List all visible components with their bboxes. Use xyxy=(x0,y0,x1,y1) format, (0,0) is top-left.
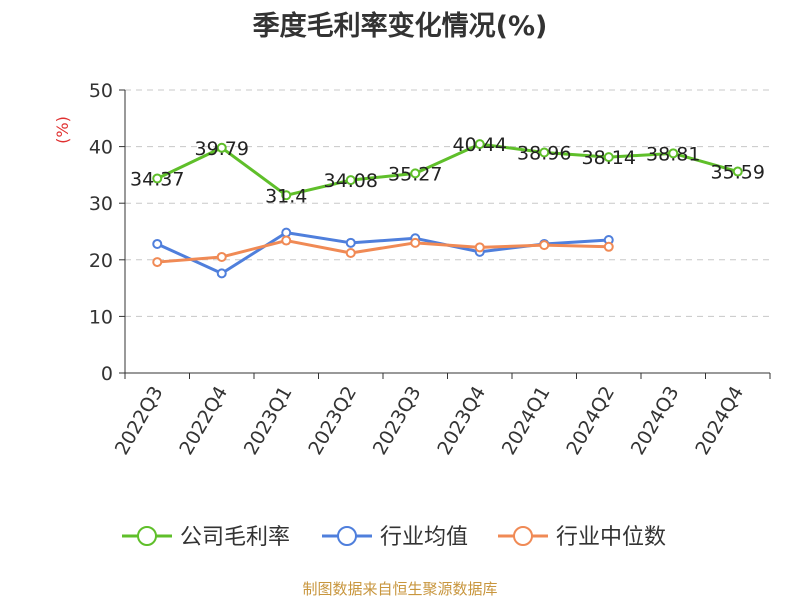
series-point xyxy=(152,238,163,249)
y-tick-label: 20 xyxy=(89,250,113,272)
legend-swatch-marker xyxy=(513,526,533,546)
series-point xyxy=(603,241,614,252)
series-point xyxy=(216,142,227,153)
series-point xyxy=(410,168,421,179)
data-label: 35.27 xyxy=(388,163,442,185)
series-point xyxy=(539,147,550,158)
series-point xyxy=(732,166,743,177)
x-tick-label: 2024Q2 xyxy=(562,383,619,459)
series-point xyxy=(281,227,292,238)
data-label: 34.08 xyxy=(324,170,378,192)
y-tick-label: 30 xyxy=(89,193,113,215)
data-label: 38.96 xyxy=(517,142,571,164)
series-point xyxy=(474,242,485,253)
legend-label: 公司毛利率 xyxy=(180,525,290,550)
x-tick-label: 2023Q3 xyxy=(369,383,426,459)
data-label: 39.79 xyxy=(195,138,249,160)
series-point xyxy=(216,251,227,262)
series-point xyxy=(410,237,421,248)
series-point xyxy=(345,237,356,248)
legend-item-1: 行业均值 xyxy=(322,525,468,550)
legend: 公司毛利率 行业均值 行业中位数 xyxy=(122,525,666,550)
y-tick-label: 50 xyxy=(89,80,113,102)
series-point xyxy=(539,240,550,251)
series-lines xyxy=(152,139,743,279)
legend-label: 行业均值 xyxy=(380,525,468,550)
x-tick-label: 2024Q3 xyxy=(627,383,684,459)
series-point xyxy=(281,235,292,246)
series-0 xyxy=(152,139,743,201)
legend-item-2: 行业中位数 xyxy=(498,525,666,550)
y-tick-label: 10 xyxy=(89,306,113,328)
series-point xyxy=(281,190,292,201)
data-label: 38.81 xyxy=(646,143,700,165)
series-line xyxy=(157,239,609,264)
x-tick-label: 2024Q4 xyxy=(691,383,748,459)
source-note: 制图数据来自恒生聚源数据库 xyxy=(302,580,498,598)
y-tick-label: 40 xyxy=(89,137,113,159)
series-point xyxy=(152,173,163,184)
series-point xyxy=(345,248,356,259)
data-label: 34.37 xyxy=(130,168,184,190)
chart-title: 季度毛利率变化情况(%) xyxy=(252,11,548,42)
legend-label: 行业中位数 xyxy=(556,525,666,550)
data-label: 35.59 xyxy=(711,162,765,184)
y-axis-label: (%) xyxy=(53,116,72,144)
x-tick-label: 2023Q2 xyxy=(304,383,361,459)
legend-item-0: 公司毛利率 xyxy=(122,525,290,550)
series-point xyxy=(474,139,485,150)
x-tick-label: 2022Q3 xyxy=(111,383,168,459)
series-point xyxy=(216,268,227,279)
series-point xyxy=(668,148,679,159)
data-label: 31.4 xyxy=(265,185,307,207)
data-label: 38.14 xyxy=(582,147,636,169)
grid-lines xyxy=(125,89,770,317)
data-labels: 34.37 39.79 31.4 34.08 35.27 40.44 38.96 38.14 3… xyxy=(130,134,765,207)
series-point xyxy=(603,152,614,163)
legend-swatch-marker xyxy=(137,526,157,546)
x-tick-label: 2023Q1 xyxy=(240,383,297,459)
x-tick-label: 2022Q4 xyxy=(175,383,232,459)
data-label: 40.44 xyxy=(453,134,507,156)
series-line xyxy=(156,142,739,197)
x-tick-label: 2023Q4 xyxy=(433,383,490,459)
series-2 xyxy=(152,235,614,268)
series-point xyxy=(345,175,356,186)
series-line xyxy=(156,231,609,275)
y-tick-label: 0 xyxy=(101,363,113,385)
legend-swatch-marker xyxy=(337,526,357,546)
x-tick-label: 2024Q1 xyxy=(498,383,555,459)
series-point xyxy=(152,257,163,268)
